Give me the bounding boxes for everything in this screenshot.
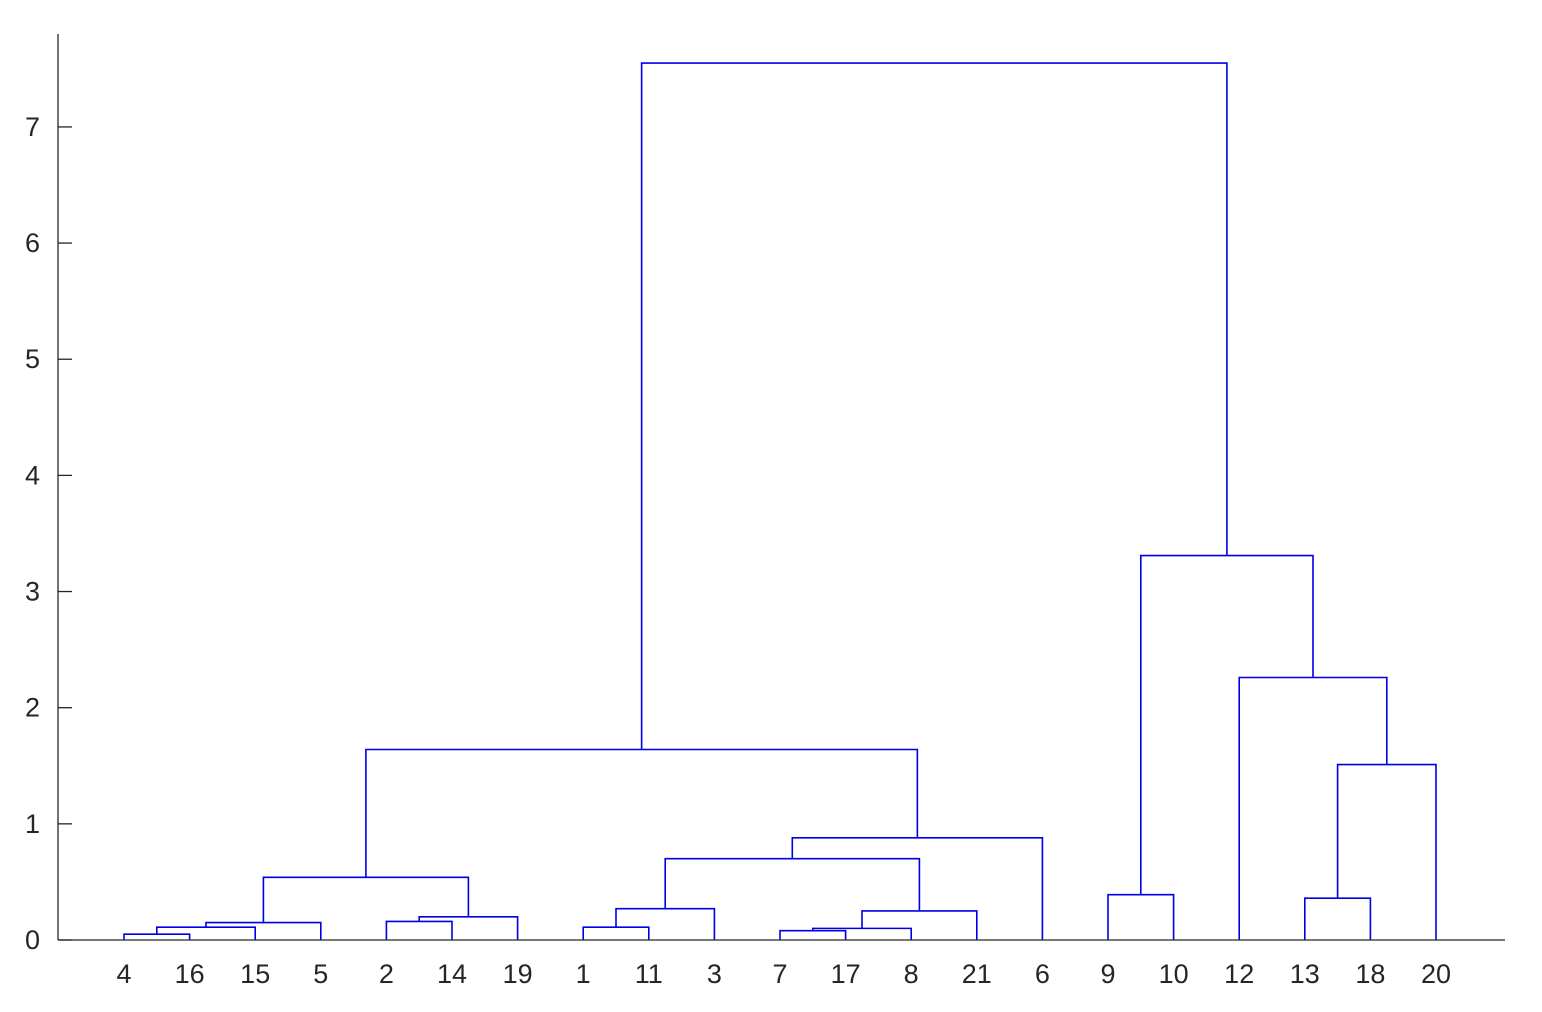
y-tick-label: 7 <box>25 112 40 142</box>
y-tick-label: 4 <box>25 460 40 490</box>
dendrogram-link <box>1336 763 1437 940</box>
x-leaf-label: 2 <box>379 959 394 989</box>
x-leaf-label: 3 <box>707 959 722 989</box>
y-tick-label: 2 <box>25 693 40 723</box>
x-axis-leaf-labels: 4 16 15 5 2 14 19 1 11 3 7 17 8 21 6 9 10 12 13 18 20 <box>116 959 1451 989</box>
y-tick-label: 0 <box>25 925 40 955</box>
x-leaf-label: 9 <box>1100 959 1115 989</box>
axes <box>57 34 1505 941</box>
x-leaf-label: 6 <box>1035 959 1050 989</box>
x-leaf-label: 21 <box>962 959 992 989</box>
dendrogram-link <box>779 929 847 940</box>
dendrogram-link <box>1238 676 1388 940</box>
dendrogram-link <box>418 915 519 940</box>
dendrogram-link <box>640 62 1228 750</box>
dendrogram-link <box>582 926 650 940</box>
y-tick-label: 6 <box>25 228 40 258</box>
x-leaf-label: 18 <box>1355 959 1385 989</box>
dendrogram-link <box>262 876 470 923</box>
x-leaf-label: 7 <box>772 959 787 989</box>
x-leaf-label: 13 <box>1290 959 1320 989</box>
x-leaf-label: 11 <box>635 959 663 989</box>
dendrogram-link <box>365 748 919 878</box>
dendrogram-link <box>1304 897 1372 940</box>
dendrogram-link <box>385 920 453 940</box>
dendrogram-link <box>1140 554 1314 895</box>
dendrogram-link <box>812 927 912 940</box>
y-axis-ticks: 0 1 2 3 4 5 6 7 <box>25 112 72 955</box>
dendrogram-link <box>615 907 716 940</box>
y-tick-label: 1 <box>25 809 40 839</box>
y-tick-label: 3 <box>25 577 40 607</box>
dendrogram-link <box>861 910 978 940</box>
dendrogram-link <box>205 921 322 940</box>
x-leaf-label: 8 <box>904 959 919 989</box>
x-leaf-label: 20 <box>1421 959 1451 989</box>
x-leaf-label: 15 <box>240 959 270 989</box>
x-leaf-label: 17 <box>831 959 861 989</box>
x-leaf-label: 10 <box>1159 959 1189 989</box>
x-leaf-label: 5 <box>313 959 328 989</box>
x-leaf-label: 16 <box>175 959 205 989</box>
x-leaf-label: 12 <box>1224 959 1254 989</box>
dendrogram-link <box>123 933 191 940</box>
dendrogram-links <box>123 62 1437 940</box>
y-tick-label: 5 <box>25 344 40 374</box>
x-leaf-label: 14 <box>437 959 467 989</box>
x-leaf-label: 1 <box>576 959 591 989</box>
x-leaf-label: 19 <box>503 959 533 989</box>
x-leaf-label: 4 <box>116 959 131 989</box>
dendrogram-link <box>1107 893 1175 940</box>
dendrogram-link <box>664 857 921 911</box>
dendrogram-link <box>791 836 1044 940</box>
